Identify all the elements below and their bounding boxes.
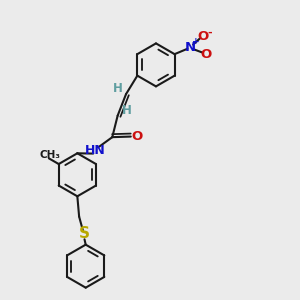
Text: H: H [122, 104, 131, 117]
Text: +: + [192, 38, 200, 46]
Text: CH₃: CH₃ [40, 150, 61, 161]
Text: H: H [113, 82, 123, 95]
Text: S: S [79, 226, 90, 242]
Text: HN: HN [85, 144, 106, 158]
Text: O: O [197, 30, 208, 43]
Text: -: - [207, 28, 211, 38]
Text: O: O [200, 48, 211, 61]
Text: O: O [132, 130, 143, 143]
Text: N: N [184, 41, 196, 54]
